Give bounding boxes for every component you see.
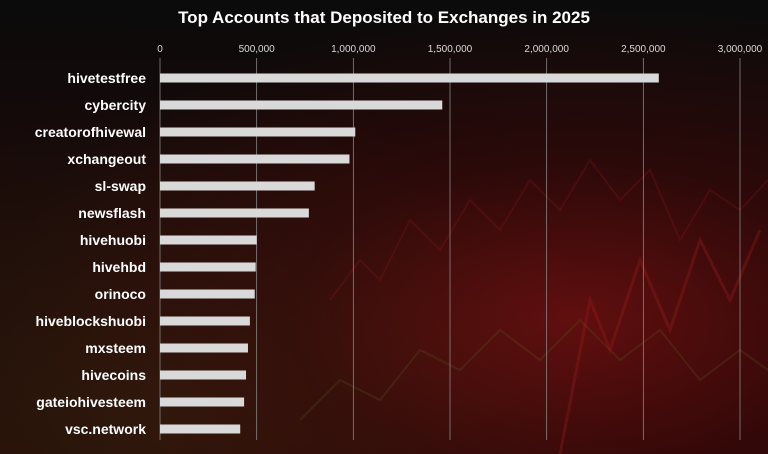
x-tick-label: 2,000,000 bbox=[524, 44, 569, 55]
category-label: hivetestfree bbox=[67, 70, 146, 86]
x-tick-label: 0 bbox=[157, 44, 163, 55]
bar-hivecoins bbox=[160, 370, 247, 380]
bar-cybercity bbox=[160, 100, 443, 110]
chart-title: Top Accounts that Deposited to Exchanges… bbox=[178, 8, 590, 27]
category-label: creatorofhivewal bbox=[35, 124, 146, 140]
bar-hiveblockshuobi bbox=[160, 316, 250, 326]
x-tick-label: 3,000,000 bbox=[718, 44, 763, 55]
category-label: xchangeout bbox=[67, 151, 146, 167]
bar-mxsteem bbox=[160, 343, 248, 353]
category-label: hivecoins bbox=[81, 367, 146, 383]
category-label: vsc.network bbox=[65, 421, 146, 437]
bar-hivehuobi bbox=[160, 235, 257, 245]
bar-orinoco bbox=[160, 289, 255, 299]
category-label: gateiohivesteem bbox=[36, 394, 146, 410]
category-label: sl-swap bbox=[95, 178, 146, 194]
bar-newsflash bbox=[160, 208, 309, 218]
bar-hivetestfree bbox=[160, 73, 659, 83]
x-tick-label: 1,000,000 bbox=[331, 44, 376, 55]
x-tick-label: 2,500,000 bbox=[621, 44, 666, 55]
bar-creatorofhivewal bbox=[160, 127, 356, 137]
category-label: hiveblockshuobi bbox=[36, 313, 146, 329]
category-label: mxsteem bbox=[85, 340, 146, 356]
x-tick-label: 500,000 bbox=[239, 44, 276, 55]
bar-hivehbd bbox=[160, 262, 256, 272]
bar-gateiohivesteem bbox=[160, 397, 245, 407]
category-label: orinoco bbox=[95, 286, 146, 302]
category-label: cybercity bbox=[85, 97, 147, 113]
x-tick-label: 1,500,000 bbox=[428, 44, 473, 55]
category-label: hivehbd bbox=[92, 259, 146, 275]
bar-vsc-network bbox=[160, 424, 241, 434]
bar-xchangeout bbox=[160, 154, 350, 164]
bar-sl-swap bbox=[160, 181, 315, 191]
category-label: newsflash bbox=[78, 205, 146, 221]
category-label: hivehuobi bbox=[80, 232, 146, 248]
